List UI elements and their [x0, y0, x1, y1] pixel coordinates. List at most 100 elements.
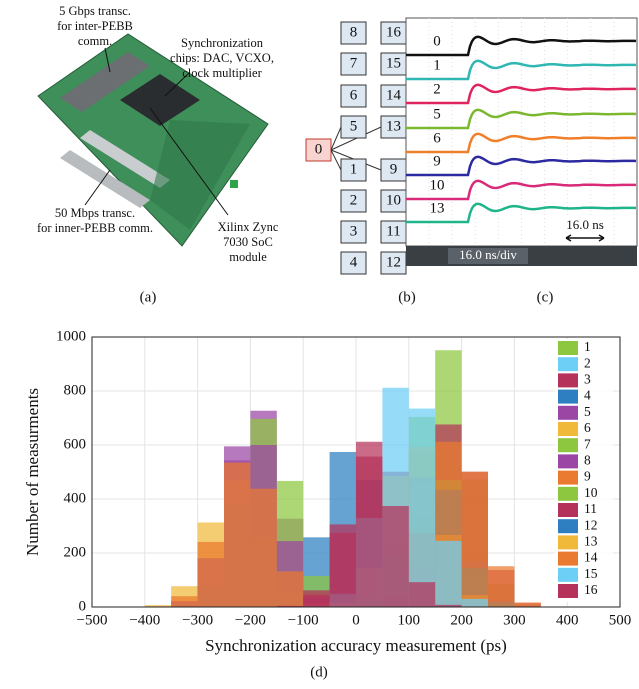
- node-label: 10: [386, 192, 401, 208]
- x-tick-label: 0: [352, 612, 360, 628]
- node: [340, 21, 367, 45]
- histogram-bar: [408, 582, 436, 607]
- x-tick-label: −500: [77, 612, 108, 628]
- marker-label: 16.0 ns: [566, 217, 604, 232]
- legend-swatch: [558, 486, 578, 501]
- histogram-bar: [488, 566, 515, 607]
- legend-label: 3: [584, 371, 591, 386]
- node-label: 2: [350, 192, 358, 208]
- x-tick-label: 300: [503, 612, 526, 628]
- node-label: 9: [390, 161, 398, 177]
- x-tick-label: −300: [182, 612, 213, 628]
- annotation-text: chips: DAC, VCXO,: [170, 51, 274, 65]
- x-axis-label: Synchronization accuracy measurement (ps…: [205, 636, 507, 655]
- histogram-bar: [276, 571, 304, 607]
- histogram-bar: [382, 506, 409, 607]
- node-label: 16: [386, 24, 402, 40]
- panel-label: (b): [398, 289, 416, 305]
- trace: [406, 35, 637, 57]
- legend-swatch: [558, 551, 578, 566]
- y-tick-label: 800: [64, 382, 87, 398]
- histogram-bar: [197, 541, 224, 607]
- annotation-text: 5 Gbps transc.: [59, 4, 131, 18]
- histogram-bar: [171, 596, 198, 607]
- legend-swatch: [558, 454, 578, 469]
- x-tick-label: 500: [609, 612, 632, 628]
- annotation-text: module: [229, 250, 267, 264]
- node-label: 13: [386, 118, 401, 134]
- histogram-bar: [276, 605, 304, 607]
- link: [330, 126, 342, 151]
- annotation-text: for inner-PEBB comm.: [37, 221, 153, 235]
- histogram-bar: [435, 540, 462, 607]
- node-label: 15: [386, 55, 401, 71]
- node: [340, 251, 367, 275]
- annotation-text: 50 Mbps transc.: [55, 206, 135, 220]
- legend-label: 4: [584, 388, 591, 403]
- legend-label: 7: [584, 436, 591, 451]
- y-tick-label: 400: [64, 490, 87, 506]
- x-tick-label: 400: [556, 612, 579, 628]
- node: [340, 158, 367, 182]
- trace-label: 0: [433, 33, 441, 49]
- node: [340, 115, 367, 139]
- histogram-bar: [329, 524, 356, 607]
- annotation-text: Xilinx Zync: [218, 220, 279, 234]
- x-tick-label: −200: [235, 612, 266, 628]
- legend-label: 10: [584, 485, 598, 500]
- trace-label: 2: [433, 81, 441, 97]
- annotation-text: comm.: [78, 34, 112, 48]
- legend-swatch: [558, 584, 578, 598]
- histogram-bar: [250, 488, 277, 607]
- trace-label: 6: [433, 130, 441, 146]
- histogram-bar: [435, 604, 462, 607]
- legend-swatch: [558, 535, 578, 550]
- y-tick-label: 1000: [56, 328, 86, 344]
- trace: [406, 202, 637, 224]
- annotation-text: 7030 SoC: [223, 235, 273, 249]
- histogram-bar: [408, 408, 436, 607]
- trace-label: 13: [430, 200, 445, 216]
- trace-label: 10: [430, 177, 445, 193]
- node-label: 7: [350, 55, 358, 71]
- legend-swatch: [558, 438, 578, 453]
- root-label: 0: [315, 141, 323, 157]
- histogram-chart: 0 200 400 600 800 1000 −500 −400 −300 −200 −100 0 10…: [23, 328, 631, 654]
- legend-swatch: [558, 341, 578, 355]
- legend-swatch: [558, 405, 578, 420]
- legend-label: 8: [584, 452, 591, 467]
- timebase-box: [448, 248, 528, 264]
- legend-label: 11: [584, 501, 597, 516]
- histogram-bar: [144, 605, 172, 607]
- legend-label: 9: [584, 469, 591, 484]
- panel-label: (c): [537, 289, 554, 305]
- node-label: 6: [350, 87, 358, 103]
- legend-label: 13: [584, 533, 598, 548]
- plot-frame: [91, 336, 621, 608]
- legend-label: 12: [584, 517, 598, 532]
- legend-swatch: [558, 503, 578, 517]
- annotation-text: Synchronization: [181, 36, 264, 50]
- y-tick-label: 0: [79, 598, 87, 614]
- legend-label: 15: [584, 566, 598, 581]
- y-axis-label: Number of measurments: [23, 388, 42, 556]
- trace: [406, 179, 637, 201]
- trace: [406, 132, 637, 154]
- legend-swatch: [558, 357, 578, 372]
- legend-label: 5: [584, 404, 591, 419]
- marker-arrow: [565, 234, 605, 242]
- trace: [406, 155, 637, 177]
- node: [340, 189, 367, 213]
- node: [340, 52, 367, 76]
- trace: [406, 108, 637, 130]
- node-label: 11: [386, 223, 400, 239]
- histogram-bar: [461, 471, 488, 607]
- legend-label: 14: [584, 550, 598, 565]
- histogram-bar: [356, 456, 383, 607]
- x-tick-label: 100: [398, 612, 421, 628]
- legend-swatch: [558, 422, 578, 436]
- x-tick-label: −400: [129, 612, 160, 628]
- trace-label: 5: [433, 106, 441, 122]
- legend-swatch: [558, 519, 578, 534]
